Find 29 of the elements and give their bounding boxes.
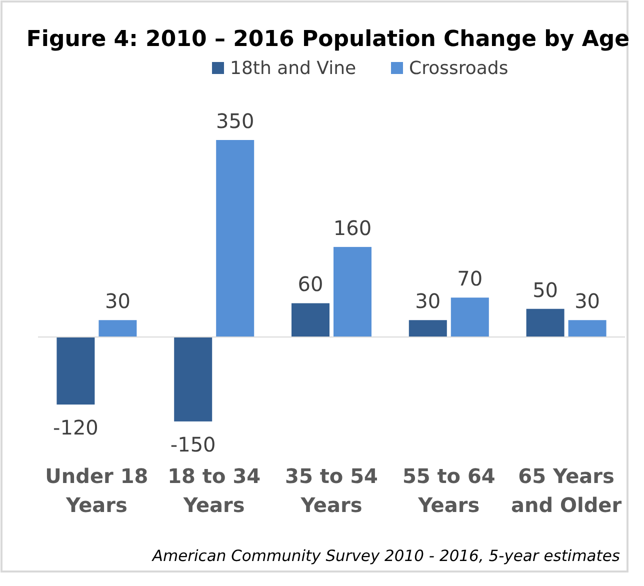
bar	[174, 337, 212, 422]
bar	[98, 320, 137, 337]
data-label: 30	[574, 289, 600, 314]
bar	[334, 246, 372, 337]
data-label: 70	[457, 266, 483, 291]
data-label: -150	[170, 432, 216, 456]
data-label: 60	[298, 272, 324, 296]
x-tick-label: 18 to 34 Years	[168, 464, 261, 517]
bar	[450, 298, 489, 337]
data-label: -120	[53, 416, 98, 440]
legend-label: 18th and Vine	[230, 58, 356, 79]
x-tick-label: 65 Years and Older	[510, 464, 622, 517]
x-tick-label: 55 to 64 Years	[402, 464, 496, 517]
data-label: 30	[415, 289, 441, 314]
data-label: 350	[216, 109, 254, 133]
legend-label: Crossroads	[409, 58, 508, 79]
chart-title: Figure 4: 2010 – 2016 Population Change by Age	[26, 27, 630, 52]
text: American Community Survey 2010 - 2016, 5-year estimates	[151, 547, 620, 565]
x-tick-label: Under 18 Years	[45, 464, 148, 517]
data-label: 160	[333, 216, 372, 240]
bar	[408, 320, 447, 337]
bar	[526, 308, 564, 337]
x-tick-label: 35 to 54 Years	[285, 464, 378, 517]
bar	[568, 320, 606, 337]
data-label: 30	[104, 289, 130, 314]
bar	[292, 303, 330, 337]
data-label: 50	[532, 278, 558, 302]
bar	[56, 337, 95, 405]
bar	[216, 140, 254, 337]
